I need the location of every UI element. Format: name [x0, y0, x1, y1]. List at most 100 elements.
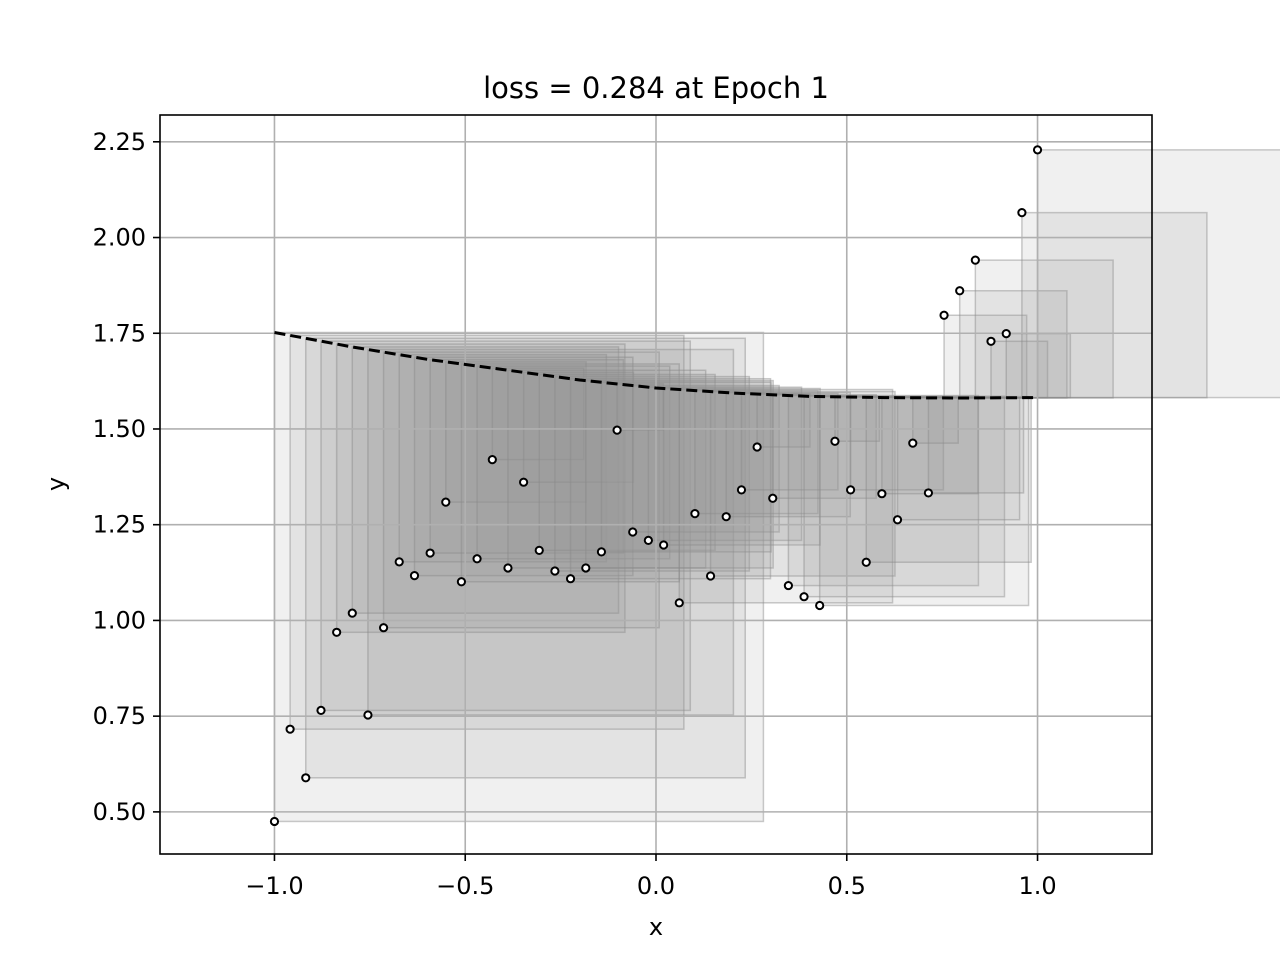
data-point	[986, 336, 996, 346]
data-point	[877, 489, 887, 499]
data-point	[378, 623, 389, 633]
y-tick-label: 1.25	[93, 511, 146, 539]
y-tick-label: 1.00	[93, 606, 146, 634]
residual-square	[569, 377, 772, 580]
data-point	[1017, 208, 1027, 218]
residual-square	[367, 348, 735, 716]
residual-square	[974, 259, 1114, 399]
data-point	[316, 705, 326, 716]
residual-square	[958, 290, 1068, 399]
residual-square	[694, 389, 819, 515]
x-tick-label: 0.0	[637, 872, 675, 900]
residual-square	[413, 356, 634, 577]
residual-square	[460, 363, 680, 583]
residual-square	[943, 314, 1028, 399]
data-point	[472, 554, 482, 564]
data-point	[441, 497, 451, 507]
residual-square	[429, 358, 625, 554]
data-point	[674, 598, 684, 608]
data-point	[628, 527, 638, 537]
data-point	[736, 485, 747, 495]
residual-square	[320, 340, 692, 712]
residual-square	[445, 361, 587, 503]
residual-square	[912, 396, 959, 444]
residual-square	[351, 346, 620, 614]
data-point	[332, 627, 342, 637]
data-point	[690, 509, 700, 519]
data-point	[970, 255, 980, 265]
data-point	[659, 540, 669, 550]
residual-square	[818, 395, 1030, 607]
data-point	[845, 485, 856, 495]
chart-title: loss = 0.284 at Epoch 1	[483, 71, 829, 105]
data-point	[394, 557, 404, 567]
data-point	[752, 442, 762, 452]
data-point	[347, 608, 357, 618]
y-tick-label: 1.75	[93, 319, 146, 347]
data-point	[612, 425, 622, 435]
residual-square	[476, 365, 671, 560]
data-points	[269, 145, 1043, 827]
data-point	[285, 724, 295, 734]
data-point	[534, 545, 544, 555]
data-point	[596, 547, 607, 557]
data-point	[799, 592, 809, 602]
residual-square	[273, 331, 765, 823]
residual-square	[896, 396, 1021, 521]
data-point	[487, 455, 497, 465]
data-point	[705, 571, 716, 581]
residual-square	[289, 334, 685, 730]
residual-square	[709, 390, 896, 577]
data-point	[939, 310, 949, 320]
data-point	[519, 477, 529, 487]
residual-square	[631, 384, 780, 533]
data-point	[550, 566, 560, 576]
residual-square	[772, 394, 877, 500]
grid-lines	[160, 115, 1152, 854]
residual-square	[335, 343, 626, 634]
residual-square	[849, 396, 945, 491]
data-point	[1032, 145, 1043, 155]
residual-squares	[273, 149, 1280, 823]
data-point	[830, 436, 840, 446]
data-point	[892, 515, 903, 525]
data-point	[425, 548, 435, 558]
residual-square	[600, 381, 772, 553]
residual-square	[1036, 149, 1280, 399]
residual-square	[491, 367, 585, 461]
data-point	[363, 710, 373, 720]
data-point	[783, 580, 793, 591]
y-axis-label: y	[42, 477, 70, 491]
y-tick-label: 2.00	[93, 224, 146, 252]
data-point	[955, 286, 965, 296]
data-point	[503, 563, 513, 573]
data-point	[721, 512, 731, 522]
x-tick-label: −1.0	[245, 872, 303, 900]
data-point	[269, 816, 280, 827]
y-tick-label: 2.25	[93, 128, 146, 156]
residual-square	[678, 388, 894, 604]
residual-square	[756, 393, 811, 448]
data-point	[409, 571, 420, 581]
y-tick-label: 1.50	[93, 415, 146, 443]
data-point	[1001, 329, 1011, 339]
y-ticks: 0.50 0.75 1.00 1.25 1.50 1.75 2.00 2.25	[93, 128, 160, 826]
y-tick-label: 0.75	[93, 702, 146, 730]
residual-square	[585, 379, 774, 569]
data-point	[643, 535, 653, 546]
data-point	[908, 438, 918, 448]
data-point	[301, 773, 311, 783]
data-point	[815, 600, 825, 611]
residual-square	[927, 397, 1025, 494]
x-tick-label: 0.5	[828, 872, 866, 900]
x-tick-label: −0.5	[436, 872, 494, 900]
data-point	[861, 557, 871, 567]
x-axis-label: x	[649, 913, 663, 941]
residual-square	[398, 353, 608, 563]
data-point	[923, 488, 934, 498]
fit-curve-group	[274, 331, 1038, 400]
residual-square	[1021, 211, 1208, 399]
residual-square	[382, 351, 660, 629]
data-point	[581, 563, 591, 573]
